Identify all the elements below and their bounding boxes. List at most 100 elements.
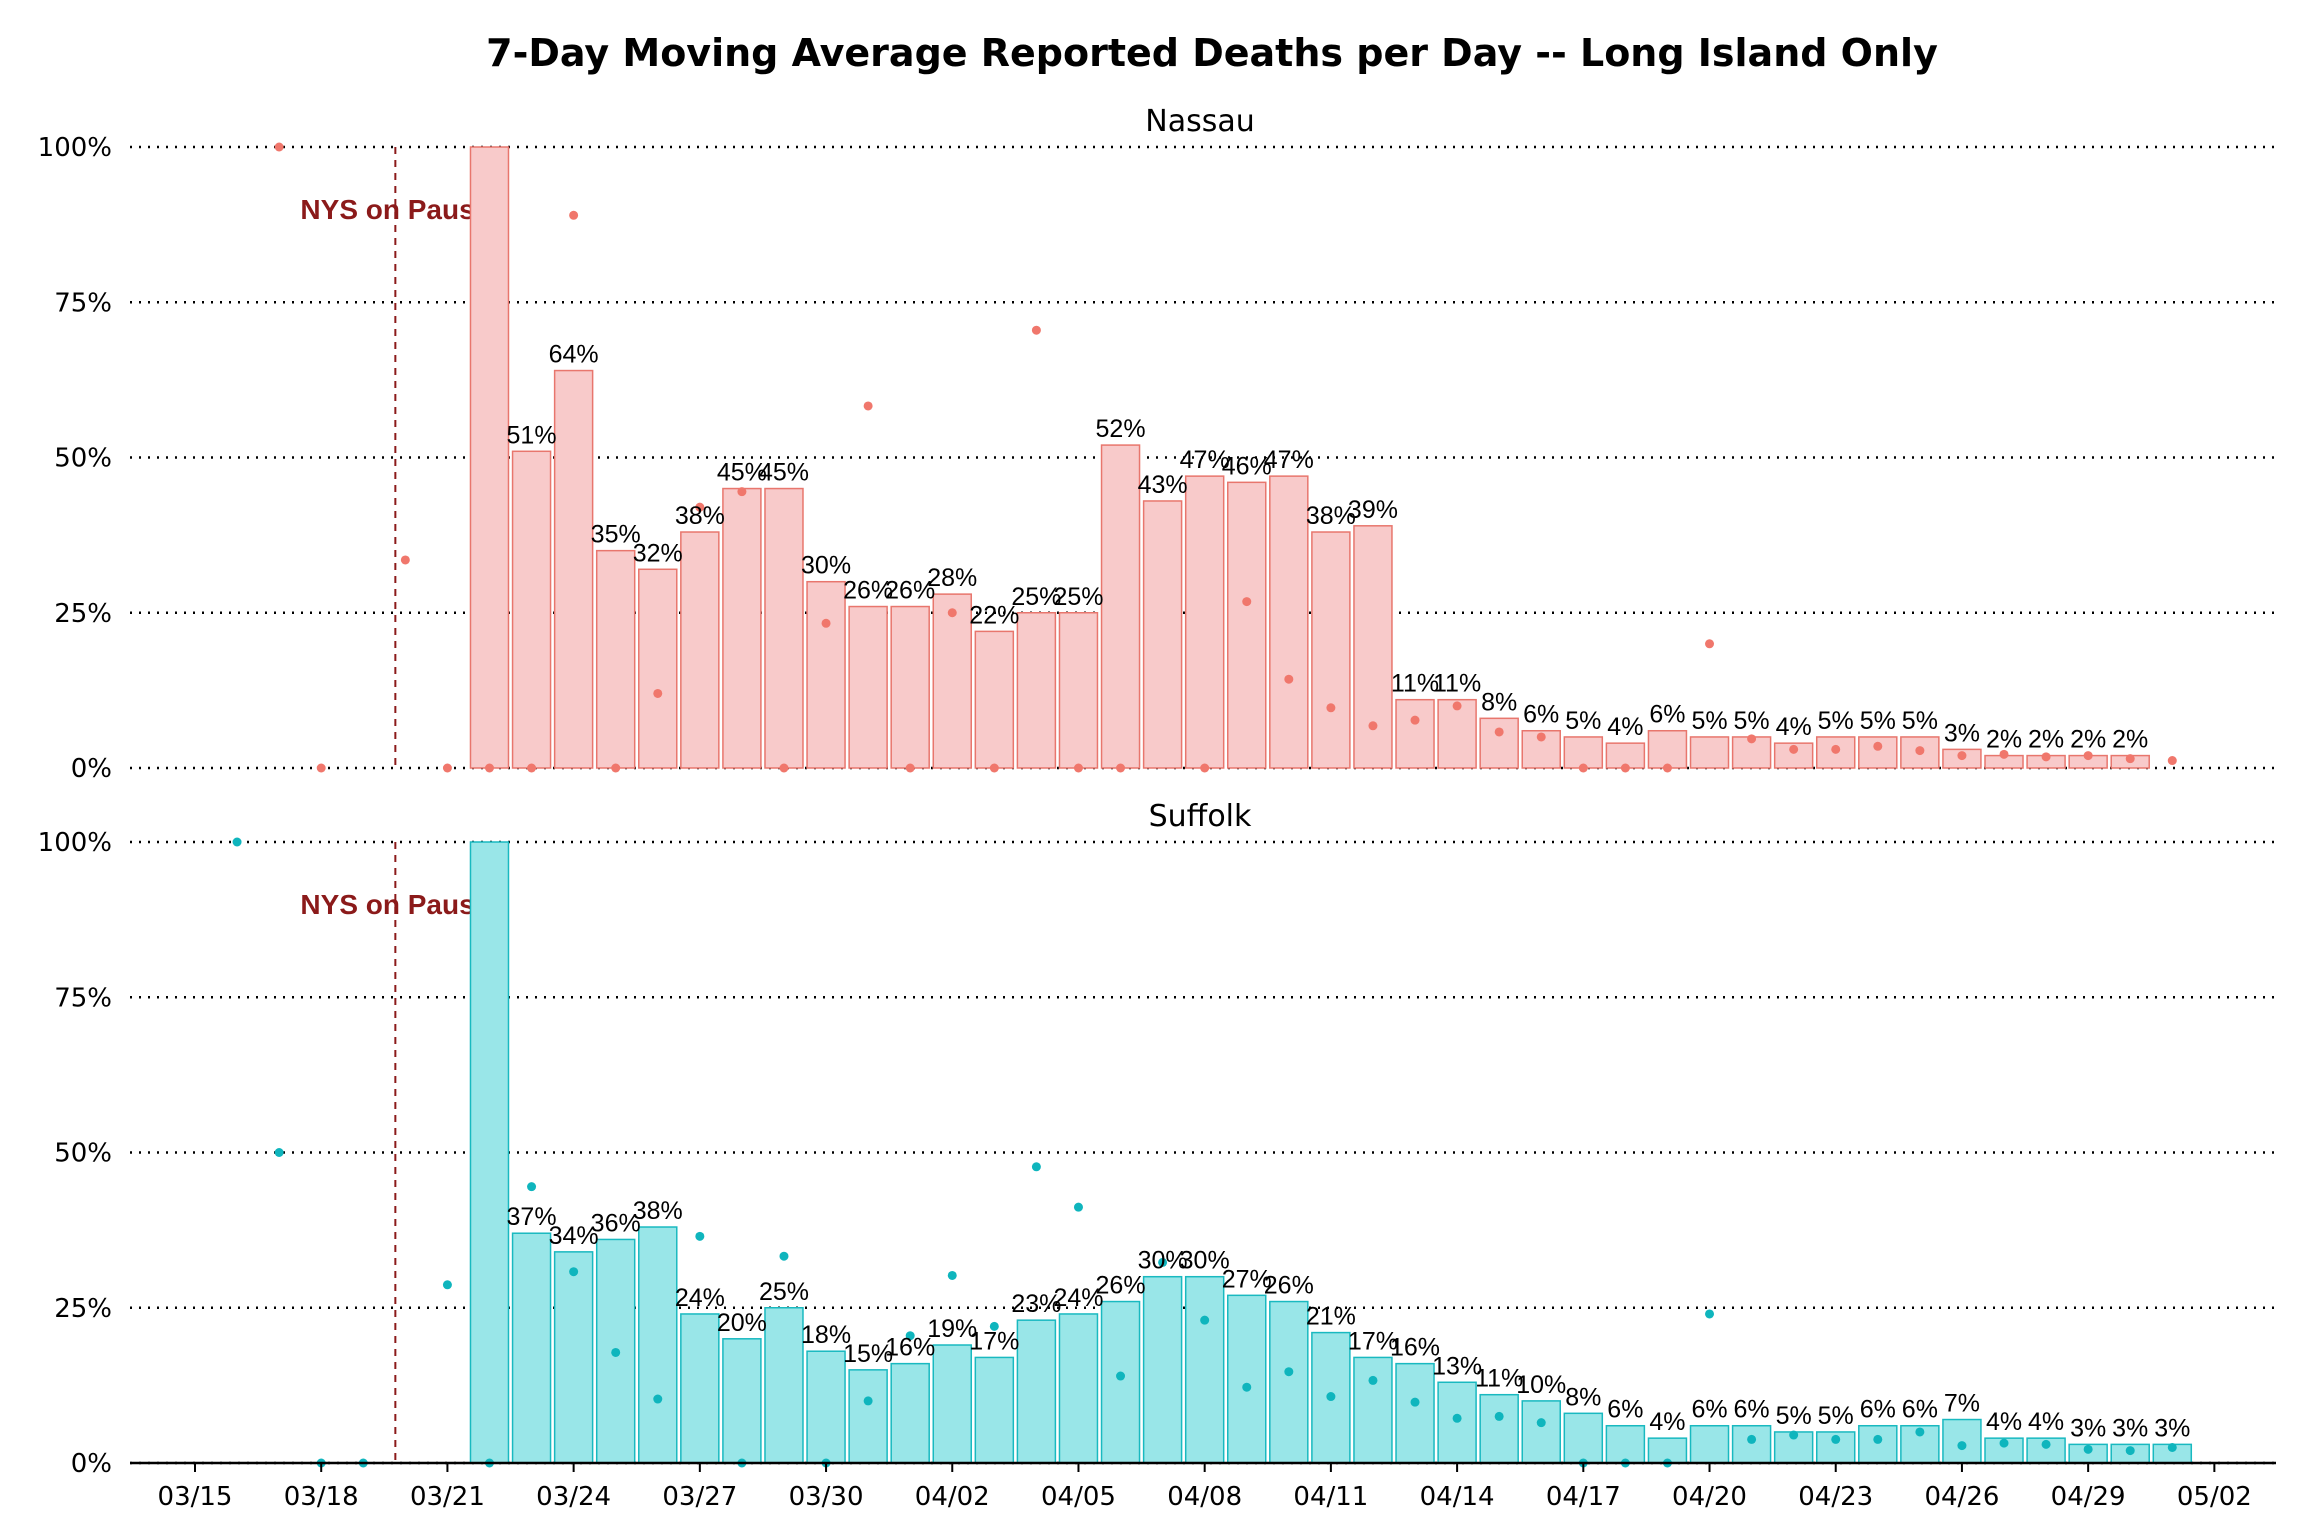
data-point xyxy=(1915,746,1925,756)
bar-value-label: 6% xyxy=(1860,1396,1896,1424)
bar-value-label: 8% xyxy=(1481,688,1517,716)
data-point xyxy=(1999,1438,2009,1448)
bar-value-label: 38% xyxy=(1306,502,1356,530)
bar xyxy=(1142,500,1183,769)
data-point xyxy=(695,502,705,512)
data-point xyxy=(2125,754,2135,764)
panel-nassau: Nassau 0% 25% 50% 75% 100% NYS on Pause 51% 64% 3… xyxy=(38,104,2276,784)
bar xyxy=(1689,1424,1730,1464)
bar-value-label: 5% xyxy=(1776,1402,1812,1430)
data-point xyxy=(1073,1202,1083,1212)
data-point xyxy=(653,688,663,698)
data-point xyxy=(1831,1434,1841,1444)
data-point xyxy=(400,555,410,565)
bar-value-label: 28% xyxy=(927,564,977,592)
bar-value-label: 20% xyxy=(717,1309,767,1337)
bar-value-label: 7% xyxy=(1944,1390,1980,1418)
data-point xyxy=(1957,751,1967,761)
bar xyxy=(974,630,1015,769)
data-point xyxy=(1031,1162,1041,1172)
data-point xyxy=(569,1267,579,1277)
bar-value-label: 38% xyxy=(675,502,725,530)
data-point xyxy=(1494,1411,1504,1421)
bar-value-label: 16% xyxy=(885,1334,935,1362)
bar-value-label: 43% xyxy=(1138,471,1188,499)
bar-value-label: 46% xyxy=(1222,452,1272,480)
bar-value-label: 10% xyxy=(1516,1371,1566,1399)
data-point xyxy=(653,1394,663,1404)
bar xyxy=(1858,1424,1898,1464)
y-tick-label: 50% xyxy=(54,1139,112,1169)
bar xyxy=(1395,1362,1435,1464)
data-point xyxy=(1452,701,1462,711)
bar-value-label: 45% xyxy=(759,459,809,487)
data-point xyxy=(484,763,494,773)
data-point xyxy=(274,142,284,152)
bar-value-label: 39% xyxy=(1348,496,1398,524)
bar xyxy=(848,1369,888,1464)
bar-value-label: 4% xyxy=(2028,1408,2064,1436)
bar-value-label: 11% xyxy=(1391,670,1439,698)
data-point xyxy=(1578,763,1588,773)
bar-value-label: 45% xyxy=(717,459,767,487)
x-tick-label: 04/11 xyxy=(1293,1482,1368,1512)
bar xyxy=(932,1344,973,1464)
bar-value-label: 8% xyxy=(1565,1383,1601,1411)
data-point xyxy=(442,1280,452,1290)
data-point xyxy=(1452,1413,1462,1423)
bar xyxy=(722,1338,762,1464)
data-point xyxy=(1873,1434,1883,1444)
bar-value-label: 24% xyxy=(1053,1284,1103,1312)
bar-value-label: 5% xyxy=(1818,1402,1854,1430)
bar-value-label: 2% xyxy=(1986,726,2022,754)
data-point xyxy=(1200,763,1210,773)
x-tick-label: 04/29 xyxy=(2051,1482,2126,1512)
data-point xyxy=(316,763,326,773)
bar xyxy=(932,593,973,769)
data-point xyxy=(1536,1418,1546,1428)
bar-value-label: 6% xyxy=(1691,1396,1727,1424)
bar-value-label: 17% xyxy=(969,1327,1019,1355)
data-point xyxy=(611,763,621,773)
pause-label: NYS on Pause xyxy=(300,889,490,920)
x-axis: 03/15 03/18 03/21 03/24 03/27 03/30 04/02 04/05… xyxy=(130,1461,2276,1512)
data-point xyxy=(527,1182,537,1192)
bar-value-label: 34% xyxy=(549,1222,599,1250)
bar xyxy=(848,605,888,769)
data-point xyxy=(1494,727,1504,737)
bar-value-label: 30% xyxy=(801,552,851,580)
bar-value-label: 4% xyxy=(1776,713,1812,741)
bar xyxy=(764,487,804,769)
bar-value-label: 5% xyxy=(1565,707,1601,735)
data-point xyxy=(2167,1442,2177,1452)
bar xyxy=(680,1313,720,1464)
bar xyxy=(890,1362,930,1464)
bar-value-label: 6% xyxy=(1902,1396,1938,1424)
data-point xyxy=(1831,744,1841,754)
data-point xyxy=(1073,763,1083,773)
bar-value-label: 17% xyxy=(1348,1327,1398,1355)
bar xyxy=(1016,612,1057,769)
data-point xyxy=(1200,1315,1210,1325)
bar-value-label: 13% xyxy=(1432,1352,1482,1380)
bar-value-label: 6% xyxy=(1649,701,1685,729)
bar-value-label: 3% xyxy=(2154,1414,2190,1442)
data-point xyxy=(1368,721,1378,731)
bar xyxy=(890,605,930,769)
bar-value-label: 2% xyxy=(2112,726,2148,754)
data-point xyxy=(1662,763,1672,773)
bar xyxy=(469,841,510,1464)
x-tick-label: 04/20 xyxy=(1672,1482,1747,1512)
data-point xyxy=(1410,1397,1420,1407)
data-point xyxy=(947,1270,957,1280)
panel-suffolk: Suffolk 0% 25% 50% 75% 100% NYS on Pause 37%34%… xyxy=(38,799,2276,1479)
bar xyxy=(553,369,594,769)
bar-value-label: 5% xyxy=(1860,707,1896,735)
x-tick-label: 03/27 xyxy=(662,1482,737,1512)
bar xyxy=(2026,1437,2066,1464)
data-point xyxy=(1116,763,1126,773)
bar-value-label: 52% xyxy=(1096,415,1146,443)
x-tick-label: 03/18 xyxy=(284,1482,359,1512)
bar xyxy=(1521,1400,1561,1464)
bar xyxy=(1689,736,1730,769)
